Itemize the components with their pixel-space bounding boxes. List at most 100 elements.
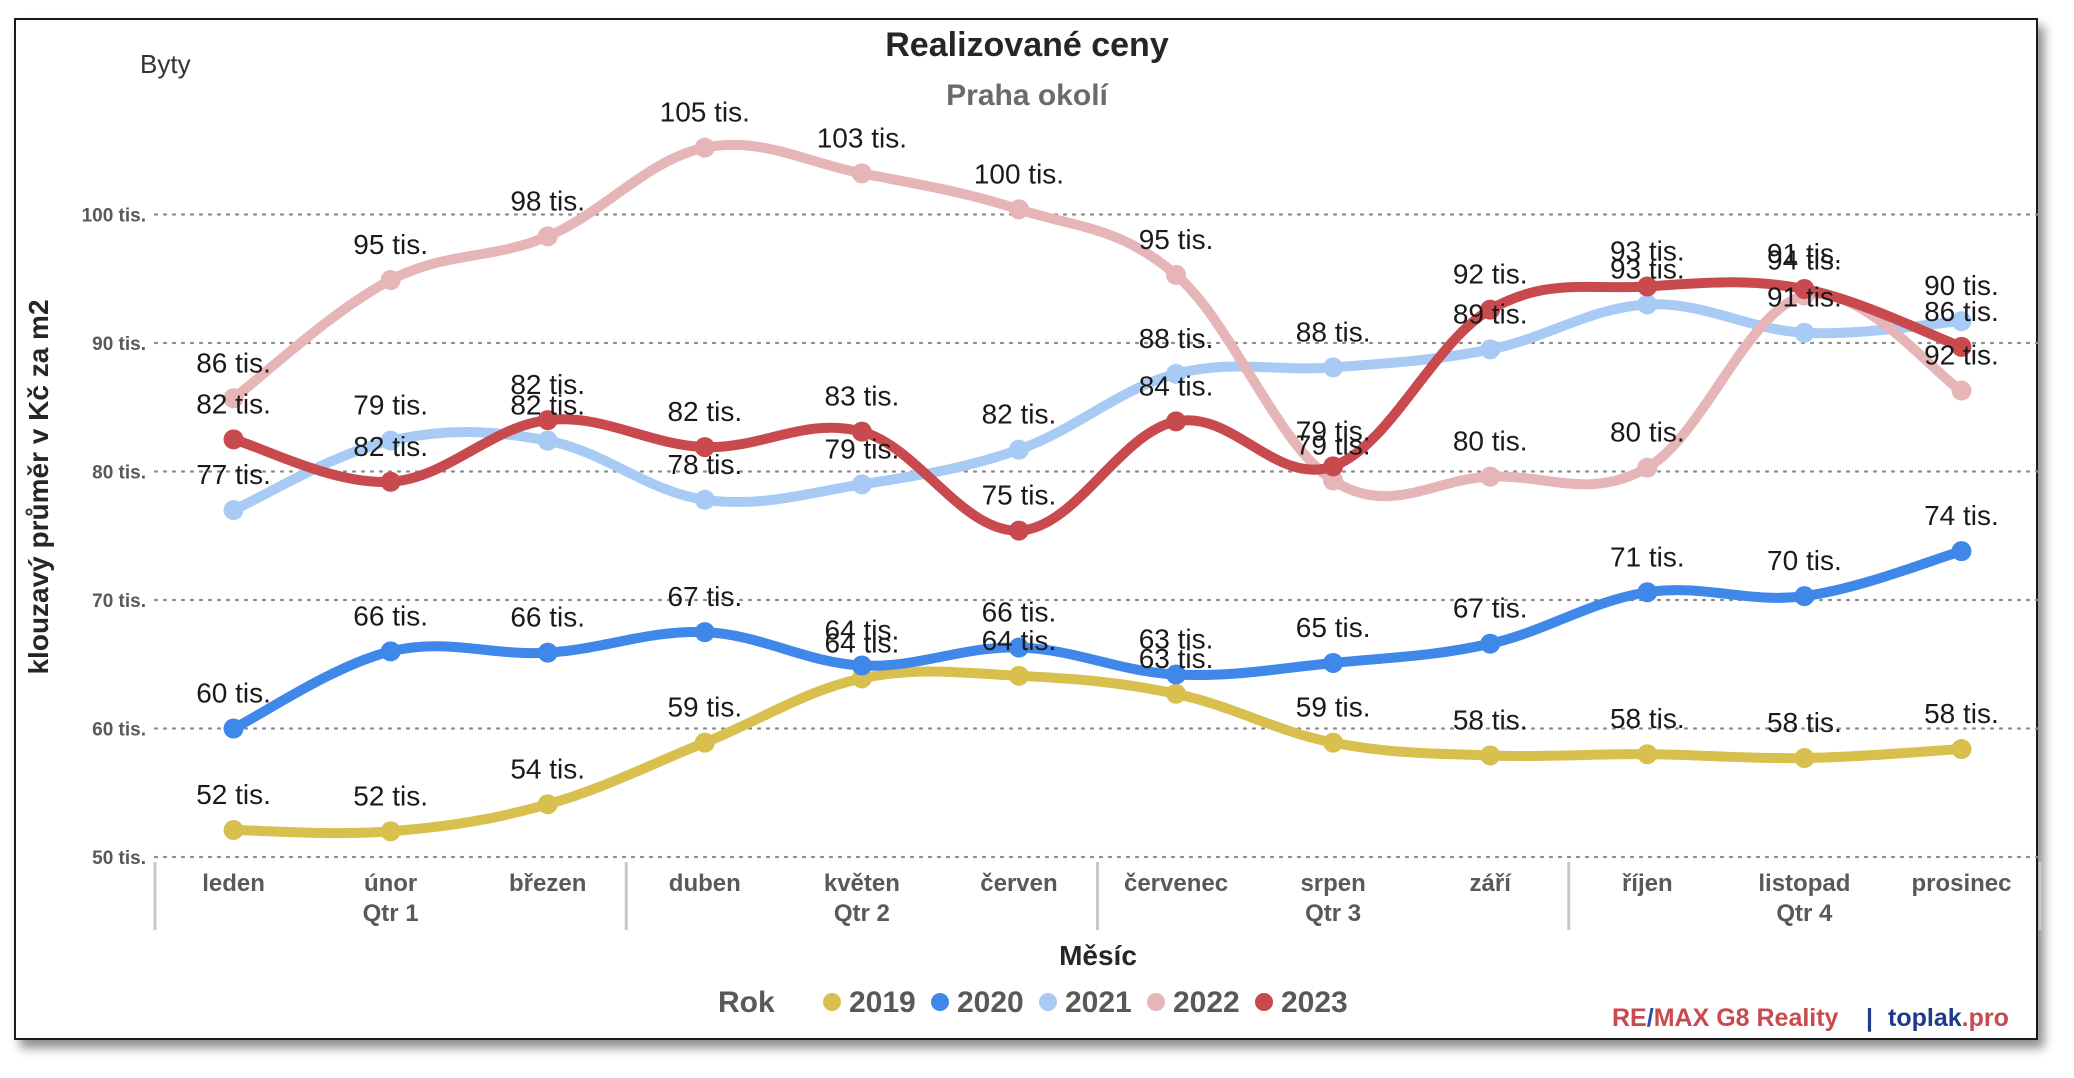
brand-rest: MAX G8 Reality	[1654, 1004, 1839, 1032]
data-label-2019: 63 tis.	[1139, 643, 1214, 674]
data-label-2022: 80 tis.	[1453, 426, 1528, 457]
legend-label-2021: 2021	[1065, 986, 1132, 1019]
data-point-2020	[1637, 582, 1658, 603]
data-label-2023: 75 tis.	[982, 480, 1057, 511]
data-label-2023: 82 tis.	[353, 431, 428, 462]
data-point-2019	[694, 732, 715, 753]
data-label-2022: 79 tis.	[1296, 429, 1371, 460]
quarter-label: Qtr 1	[363, 900, 419, 927]
data-point-2020	[1480, 633, 1501, 654]
data-label-2021: 88 tis.	[1139, 323, 1214, 354]
x-tick-label: duben	[669, 870, 741, 897]
data-point-2022	[537, 226, 558, 247]
data-label-2022: 86 tis.	[196, 347, 271, 378]
data-label-2022: 103 tis.	[817, 122, 907, 153]
y-tick-label: 50 tis.	[92, 848, 146, 869]
data-label-2023: 92 tis.	[1453, 259, 1528, 290]
y-axis-title: klouzavý průměr v Kč za m2	[23, 299, 54, 674]
series-line-2019	[228, 666, 1967, 839]
data-point-2021	[1480, 339, 1501, 360]
data-point-2023	[380, 471, 401, 492]
data-label-2019: 58 tis.	[1610, 703, 1685, 734]
data-point-2022	[1480, 466, 1501, 487]
data-label-2020: 70 tis.	[1767, 545, 1842, 576]
data-label-2019: 58 tis.	[1924, 698, 1999, 729]
x-tick-label: listopad	[1758, 870, 1850, 897]
x-tick-label: červenec	[1124, 870, 1228, 897]
legend-marker-2020	[931, 993, 949, 1011]
data-label-2023: 82 tis.	[196, 388, 271, 419]
data-point-2021	[1008, 439, 1029, 460]
data-label-2023: 79 tis.	[1296, 415, 1371, 446]
x-tick-label: březen	[509, 870, 586, 897]
x-tick-label: srpen	[1300, 870, 1365, 897]
x-tick-label: červen	[980, 870, 1057, 897]
data-point-2022	[851, 163, 872, 184]
data-label-2019: 58 tis.	[1767, 707, 1842, 738]
data-label-2022: 92 tis.	[1924, 340, 1999, 371]
data-point-2019	[1480, 745, 1501, 766]
data-point-2021	[537, 430, 558, 451]
data-point-2020	[537, 642, 558, 663]
brand-re: RE	[1612, 1004, 1647, 1032]
data-label-2022: 80 tis.	[1610, 417, 1685, 448]
data-point-2022	[1637, 457, 1658, 478]
data-point-2021	[1637, 294, 1658, 315]
data-point-2020	[1008, 637, 1029, 658]
data-label-2020: 66 tis.	[510, 602, 585, 633]
gridlines	[153, 213, 2042, 859]
data-point-2022	[694, 137, 715, 158]
chart-subtitle: Praha okolí	[946, 79, 1109, 112]
x-axis: leden únor březen duben květen červen červenec…	[153, 862, 2042, 930]
data-point-2023	[1951, 336, 1972, 357]
data-point-2020	[1794, 586, 1815, 607]
data-point-2023	[1480, 299, 1501, 320]
data-point-2023	[537, 410, 558, 431]
data-label-2021: 82 tis.	[510, 390, 585, 421]
data-label-2023: 82 tis.	[667, 396, 742, 427]
data-label-2022: 95 tis.	[1139, 224, 1214, 255]
data-label-2023: 83 tis.	[825, 381, 900, 412]
data-label-2020: 64 tis.	[825, 615, 900, 646]
data-point-2021	[1323, 357, 1344, 378]
data-label-2021: 89 tis.	[1453, 298, 1528, 329]
data-point-2023	[1008, 520, 1029, 541]
legend-label-2020: 2020	[957, 986, 1024, 1019]
legend-label-2023: 2023	[1281, 986, 1348, 1019]
data-point-2023	[1794, 279, 1815, 300]
data-label-2019: 64 tis.	[825, 627, 900, 658]
data-point-2023	[223, 429, 244, 450]
brand-slash: /	[1647, 1004, 1654, 1032]
data-point-2021	[1166, 363, 1187, 384]
data-label-2020: 60 tis.	[196, 678, 271, 709]
y-tick-label: 60 tis.	[92, 720, 146, 741]
data-point-2019	[1008, 665, 1029, 686]
data-point-2019	[223, 820, 244, 841]
data-point-2022	[1323, 470, 1344, 491]
data-label-2023: 86 tis.	[1924, 296, 1999, 327]
data-point-2019	[1637, 744, 1658, 765]
quarter-label: Qtr 3	[1305, 900, 1361, 927]
data-label-2020: 65 tis.	[1296, 612, 1371, 643]
series-line-2020	[228, 546, 1967, 734]
brand-remax: RE/MAX G8 Reality	[1612, 1004, 1839, 1032]
data-points	[223, 137, 1972, 842]
data-point-2023	[1166, 411, 1187, 432]
data-labels: 52 tis. 52 tis.54 tis.59 tis.64 tis. 64 ti…	[196, 97, 1999, 812]
data-point-2022	[1166, 264, 1187, 285]
data-label-2022: 105 tis.	[660, 97, 750, 128]
data-label-2021: 79 tis.	[825, 433, 900, 464]
data-label-2023: 84 tis.	[1139, 370, 1214, 401]
data-label-2020: 71 tis.	[1610, 541, 1685, 572]
data-label-2021: 77 tis.	[196, 459, 271, 490]
data-point-2020	[1323, 652, 1344, 673]
x-tick-label: říjen	[1622, 870, 1673, 897]
x-tick-label: leden	[202, 870, 265, 897]
data-point-2021	[694, 489, 715, 510]
data-point-2020	[1166, 664, 1187, 685]
data-label-2023: 82 tis.	[510, 369, 585, 400]
data-point-2021	[1951, 311, 1972, 332]
y-tick-label: 90 tis.	[92, 334, 146, 355]
data-label-2021: 79 tis.	[353, 390, 428, 421]
data-label-2021: 91 tis.	[1767, 282, 1842, 313]
